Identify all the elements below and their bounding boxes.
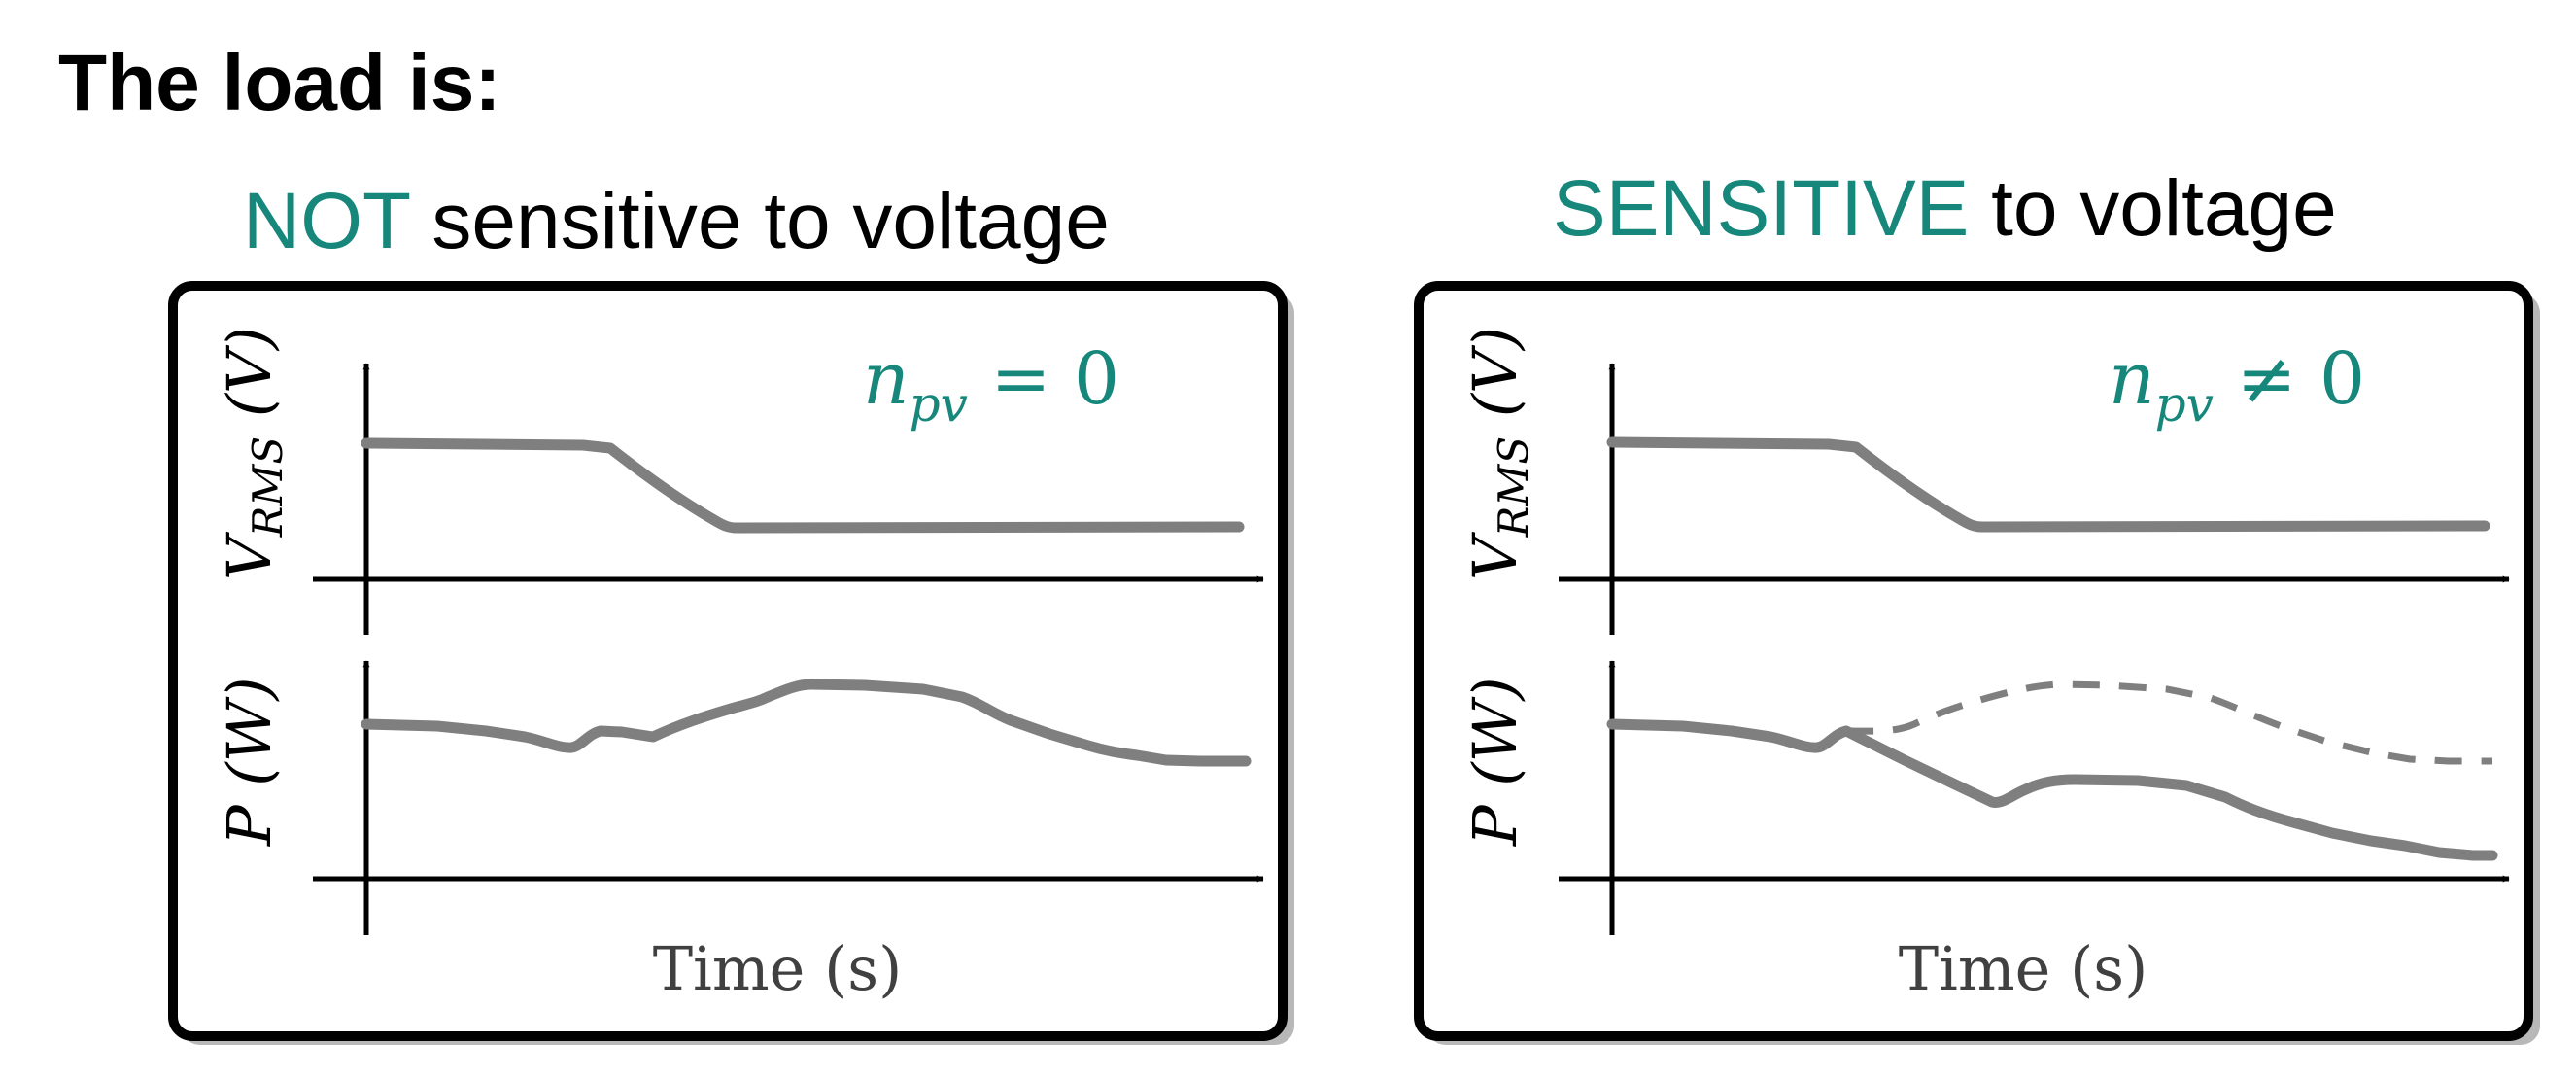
p-main: P [1460, 804, 1530, 847]
voltage-y-label: VRMS (V) [1460, 327, 1537, 580]
npv-relation: ≠ 0 [2214, 337, 2365, 421]
vrms-unit: (V) [214, 327, 285, 436]
panel-title-rest: to voltage [1969, 164, 2336, 253]
power-plot: P (W) [214, 660, 1264, 935]
vrms-unit: (V) [1460, 327, 1530, 436]
panel-not-sensitive: NOT sensitive to voltage npv = 0 VRMS (V… [168, 177, 1294, 1045]
npv-annotation: npv ≠ 0 [2109, 337, 2365, 433]
voltage-y-label: VRMS (V) [214, 327, 292, 580]
p-unit: (W) [214, 677, 285, 805]
x-axis-label: Time (s) [1899, 933, 2148, 1004]
vrms-sub: RMS [244, 436, 292, 538]
panel-title-rest: sensitive to voltage [410, 177, 1110, 265]
npv-subscript: pv [2155, 376, 2214, 433]
power-plot: P (W) [1460, 660, 2510, 935]
voltage-curve [361, 437, 1245, 534]
panel-title-accent: SENSITIVE [1553, 164, 1969, 253]
power-curve [1606, 718, 2498, 861]
power-reference-dashed-curve [1845, 680, 2492, 765]
panel-title-right: SENSITIVE to voltage [1553, 164, 2337, 253]
vrms-main: V [214, 531, 285, 580]
npv-annotation: npv = 0 [863, 337, 1119, 433]
panel-sensitive: SENSITIVE to voltage npv ≠ 0 VRMS (V) [1414, 164, 2540, 1045]
voltage-plot: VRMS (V) [214, 327, 1264, 635]
npv-relation: = 0 [968, 337, 1119, 421]
p-unit: (W) [1460, 677, 1530, 805]
vrms-main: V [1460, 531, 1530, 580]
npv-symbol: n [863, 337, 910, 421]
npv-subscript: pv [910, 376, 968, 433]
npv-symbol: n [2109, 337, 2155, 421]
power-y-label: P (W) [214, 677, 285, 847]
voltage-plot: VRMS (V) [1460, 327, 2510, 635]
x-axis-label: Time (s) [653, 933, 903, 1004]
panel-title-left: NOT sensitive to voltage [243, 177, 1110, 265]
power-curve [361, 679, 1252, 767]
panel-frame [168, 281, 1288, 1041]
panel-title-accent: NOT [243, 177, 410, 265]
panel-frame [1414, 281, 2533, 1041]
voltage-curve [1606, 436, 2490, 533]
vrms-sub: RMS [1490, 436, 1537, 538]
p-main: P [214, 804, 285, 847]
power-y-label: P (W) [1460, 677, 1530, 847]
slide-heading: The load is: [58, 39, 501, 127]
